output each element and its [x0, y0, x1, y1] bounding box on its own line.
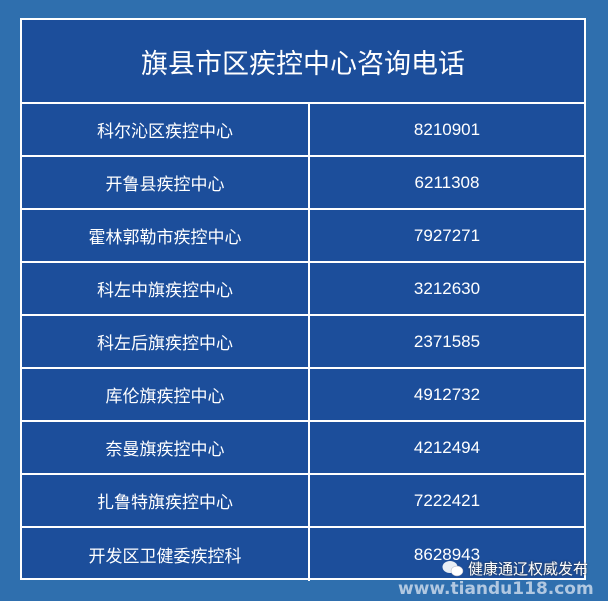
table-row: 霍林郭勒市疾控中心 7927271: [22, 210, 584, 263]
center-name: 霍林郭勒市疾控中心: [22, 210, 310, 261]
watermark: 健康通辽权威发布: [442, 558, 588, 579]
phone-number: 3212630: [413, 278, 481, 298]
table-row: 科左后旗疾控中心 2371585: [22, 316, 584, 369]
center-name: 开发区卫健委疾控科: [22, 528, 310, 581]
phone-number: 7927271: [413, 225, 481, 245]
center-name: 奈曼旗疾控中心: [22, 422, 310, 473]
table-title: 旗县市区疾控中心咨询电话: [22, 20, 584, 104]
center-name: 科左后旗疾控中心: [22, 316, 310, 367]
table-row: 扎鲁特旗疾控中心 7222421: [22, 475, 584, 528]
phone-table: 旗县市区疾控中心咨询电话 科尔沁区疾控中心 8210901 开鲁县疾控中心 62113…: [20, 18, 586, 581]
phone-number: 2371585: [413, 331, 481, 351]
center-name: 库伦旗疾控中心: [22, 369, 310, 420]
center-name: 开鲁县疾控中心: [22, 157, 310, 208]
phone-number: 4212494: [413, 437, 481, 457]
watermark-url: www.tiandu118.com: [398, 579, 594, 599]
table-row: 科尔沁区疾控中心 8210901: [22, 104, 584, 157]
phone-number: 7222421: [413, 490, 481, 510]
table-row: 开鲁县疾控中心 6211308: [22, 157, 584, 210]
table-row: 库伦旗疾控中心 4912732: [22, 369, 584, 422]
wechat-icon: [442, 560, 464, 576]
table-row: 科左中旗疾控中心 3212630: [22, 263, 584, 316]
watermark-account: 健康通辽权威发布: [467, 560, 588, 578]
table-row: 奈曼旗疾控中心 4212494: [22, 422, 584, 475]
phone-number: 4912732: [413, 384, 481, 404]
phone-number: 8628943: [413, 544, 481, 564]
center-name: 科左中旗疾控中心: [22, 263, 310, 314]
phone-number: 8210901: [413, 119, 481, 139]
center-name: 科尔沁区疾控中心: [22, 104, 310, 155]
phone-number: 6211308: [414, 172, 480, 192]
center-name: 扎鲁特旗疾控中心: [22, 475, 310, 526]
table-row: 开发区卫健委疾控科 8628943: [22, 528, 584, 581]
